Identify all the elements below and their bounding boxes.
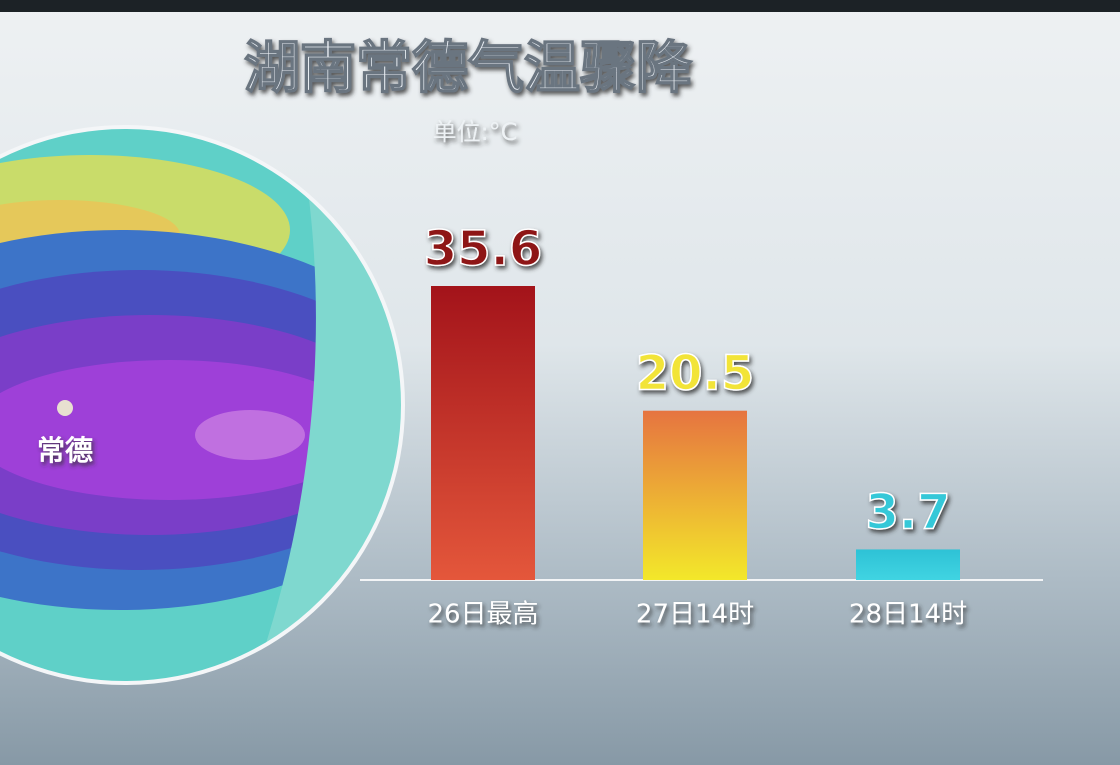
x-tick-label: 26日最高 <box>427 600 538 630</box>
top-frame <box>0 0 1120 12</box>
chart-subtitle: 单位:°C <box>433 118 518 146</box>
bar <box>856 549 960 580</box>
map-label: 常德 <box>37 434 93 467</box>
x-tick-label: 27日14时 <box>636 600 754 630</box>
value-label: 20.5 <box>636 346 754 402</box>
city-dot <box>57 400 73 416</box>
chart-title: 湖南常德气温骤降 <box>244 36 692 101</box>
value-label: 3.7 <box>865 484 950 540</box>
bar <box>431 286 535 580</box>
bar <box>643 410 747 580</box>
value-label: 35.6 <box>424 221 542 277</box>
map-border <box>0 125 405 685</box>
x-tick-label: 28日14时 <box>849 600 967 630</box>
